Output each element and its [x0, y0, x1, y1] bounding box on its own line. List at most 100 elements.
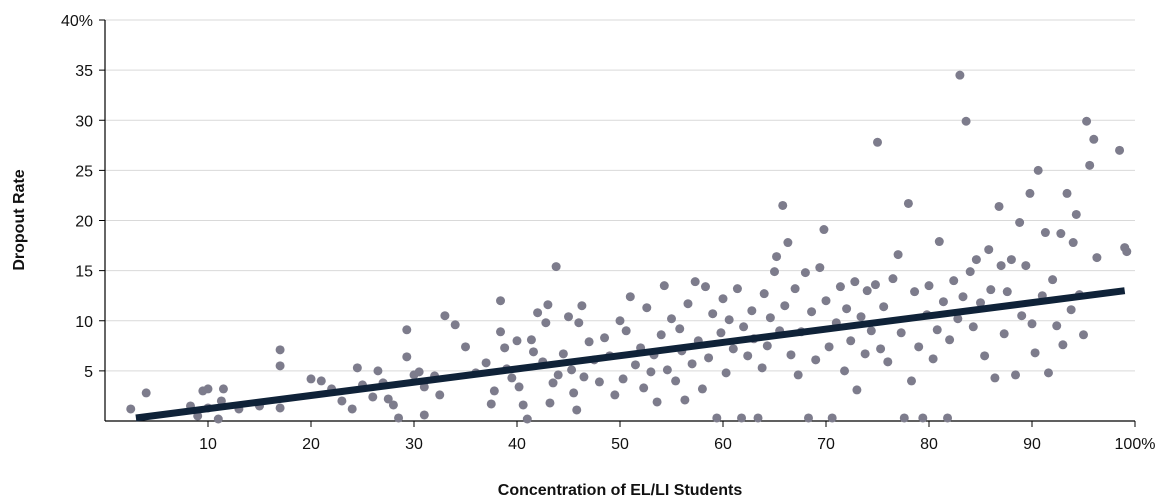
- data-point: [996, 261, 1006, 271]
- data-point: [574, 318, 584, 328]
- data-point: [786, 350, 796, 360]
- y-tick-label: 5: [84, 364, 93, 381]
- data-point: [600, 333, 610, 343]
- data-point: [700, 282, 710, 292]
- y-tick-label: 20: [75, 214, 93, 231]
- data-point: [876, 344, 886, 354]
- data-point: [1089, 134, 1099, 144]
- x-tick-label: 100%: [1115, 436, 1156, 453]
- x-tick-label: 10: [199, 436, 217, 453]
- data-point: [402, 325, 412, 335]
- data-point: [394, 413, 404, 423]
- data-point: [584, 337, 594, 347]
- data-point: [630, 360, 640, 370]
- data-point: [783, 238, 793, 248]
- data-point: [481, 358, 491, 368]
- data-point: [652, 397, 662, 407]
- data-point: [141, 388, 151, 398]
- data-point: [450, 320, 460, 330]
- data-point: [873, 137, 882, 147]
- data-point: [1011, 370, 1021, 380]
- data-point: [712, 413, 722, 423]
- data-point: [737, 413, 747, 423]
- data-point: [541, 318, 551, 328]
- data-point: [489, 386, 499, 396]
- data-point: [594, 377, 604, 387]
- data-point: [553, 370, 563, 380]
- data-point: [526, 335, 536, 345]
- data-point: [1043, 368, 1053, 378]
- data-point: [1030, 348, 1040, 358]
- data-point: [770, 267, 779, 277]
- data-point: [759, 289, 769, 299]
- data-point: [368, 392, 378, 402]
- data-point: [337, 396, 347, 406]
- data-point: [976, 298, 985, 308]
- data-point: [899, 413, 909, 423]
- data-point: [724, 315, 734, 325]
- data-point: [803, 413, 813, 423]
- data-point: [765, 313, 775, 323]
- data-point: [1115, 145, 1125, 155]
- data-point: [1002, 287, 1012, 297]
- data-point: [903, 198, 913, 208]
- y-tick-label: 35: [75, 63, 93, 80]
- data-point: [704, 353, 714, 363]
- y-tick-label: 25: [75, 163, 93, 180]
- data-point: [721, 368, 731, 378]
- data-point: [618, 374, 628, 384]
- data-point: [862, 286, 872, 296]
- gridlines: [105, 19, 1135, 372]
- data-point: [856, 312, 866, 322]
- data-point: [762, 341, 772, 351]
- data-point: [567, 365, 577, 375]
- data-point: [846, 336, 856, 346]
- data-point: [815, 263, 825, 273]
- data-point: [500, 343, 510, 353]
- data-point: [747, 306, 757, 316]
- x-tick-label: 40: [508, 436, 526, 453]
- data-point: [852, 385, 862, 395]
- data-point: [753, 413, 763, 423]
- data-point: [1040, 228, 1050, 238]
- data-point: [994, 201, 1004, 211]
- data-point: [275, 403, 285, 413]
- data-point: [918, 413, 928, 423]
- data-point: [893, 250, 903, 260]
- data-point: [943, 413, 953, 423]
- data-point: [1017, 311, 1027, 321]
- data-point: [971, 255, 981, 265]
- data-point: [1021, 261, 1031, 271]
- data-point: [990, 373, 1000, 383]
- x-tick-label: 80: [920, 436, 938, 453]
- data-point: [687, 359, 697, 369]
- data-point: [690, 277, 700, 287]
- x-axis-title: Concentration of EL/LI Students: [498, 482, 743, 499]
- x-tick-label: 20: [302, 436, 320, 453]
- data-point: [507, 373, 517, 383]
- data-point: [949, 276, 959, 286]
- data-point: [914, 342, 924, 352]
- data-point: [1122, 247, 1132, 257]
- data-point: [934, 237, 944, 247]
- data-point: [461, 342, 470, 352]
- data-point: [675, 324, 685, 334]
- data-point: [708, 309, 718, 319]
- data-point: [866, 326, 876, 336]
- data-point: [824, 342, 834, 352]
- data-point: [945, 335, 955, 345]
- data-point: [316, 376, 326, 386]
- data-point: [440, 311, 450, 321]
- data-point: [347, 404, 357, 414]
- data-point: [203, 384, 213, 394]
- data-point: [1079, 330, 1088, 340]
- data-point: [352, 363, 362, 373]
- data-point: [958, 292, 968, 302]
- data-point: [835, 282, 845, 292]
- data-points: [126, 70, 1132, 424]
- y-tick-label: 30: [75, 113, 93, 130]
- data-point: [572, 405, 582, 415]
- y-axis-title: Dropout Rate: [11, 169, 28, 270]
- data-point: [716, 328, 726, 338]
- data-point: [533, 308, 543, 318]
